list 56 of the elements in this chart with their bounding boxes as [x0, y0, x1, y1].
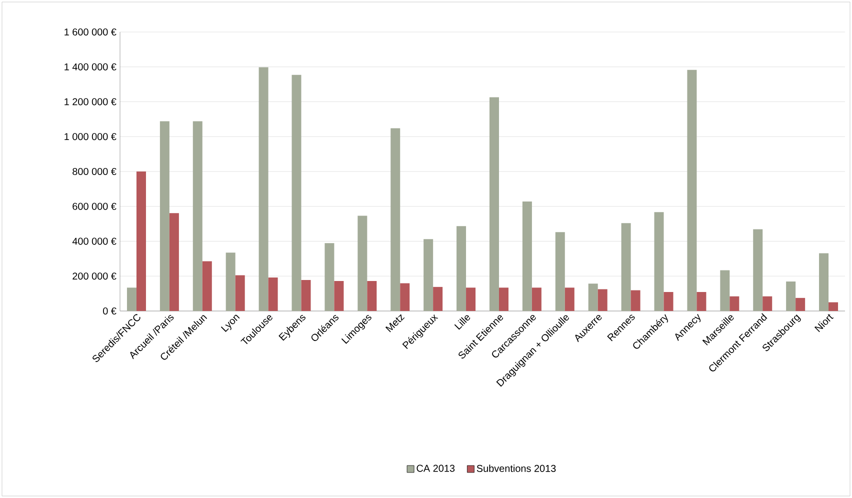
bar: [192, 121, 202, 311]
y-tick-label: 1 000 000 €: [64, 133, 116, 140]
bar: [796, 298, 806, 311]
bar: [588, 284, 598, 311]
bar: [258, 67, 268, 311]
bar: [555, 232, 565, 311]
bar: [598, 289, 608, 311]
bar: [367, 281, 377, 311]
y-tick-label: 400 000 €: [72, 238, 116, 245]
bar: [687, 70, 697, 311]
bar: [226, 252, 236, 311]
bar: [160, 121, 170, 311]
x-tick-label: Lille: [454, 315, 470, 330]
bar: [654, 212, 664, 311]
bar: [762, 296, 772, 311]
bar: [136, 172, 146, 311]
bar: [753, 229, 763, 311]
bar: [489, 97, 499, 311]
bar: [268, 278, 278, 311]
bar: [498, 288, 508, 311]
bar: [621, 223, 631, 311]
bar: [292, 74, 302, 311]
bar: [522, 201, 532, 311]
bar: [730, 296, 740, 311]
bar: [696, 292, 706, 311]
bar: [202, 261, 212, 311]
bar: [786, 282, 796, 311]
bar: [424, 239, 434, 311]
y-tick-label: 200 000 €: [72, 272, 116, 280]
y-tick-label: 1 200 000 €: [64, 98, 116, 106]
bar: [532, 288, 542, 311]
bar: [126, 288, 136, 311]
bar: [828, 302, 838, 311]
bar: [456, 226, 466, 311]
y-tick-label: 1 600 000 €: [64, 28, 116, 36]
bar: [664, 292, 674, 311]
y-tick-label: 800 000 €: [72, 168, 116, 176]
y-tick-label: 0 €: [103, 307, 116, 315]
bar: [400, 283, 410, 311]
bar: [324, 243, 334, 311]
y-tick-label: 600 000 €: [72, 202, 116, 210]
bar: [564, 288, 574, 311]
legend-label: CA 2013: [416, 464, 455, 472]
legend-label: Subventions 2013: [476, 464, 556, 472]
bar: [169, 213, 179, 311]
bar: [358, 216, 368, 311]
bar: [630, 290, 640, 311]
bar: [334, 281, 344, 311]
bar: [466, 288, 476, 311]
bar: [720, 270, 730, 311]
bar: [301, 280, 311, 311]
bar: [433, 286, 443, 311]
bar: [819, 253, 829, 311]
bar: [390, 128, 400, 311]
y-tick-label: 1 400 000 €: [64, 63, 116, 70]
bar: [235, 275, 245, 311]
